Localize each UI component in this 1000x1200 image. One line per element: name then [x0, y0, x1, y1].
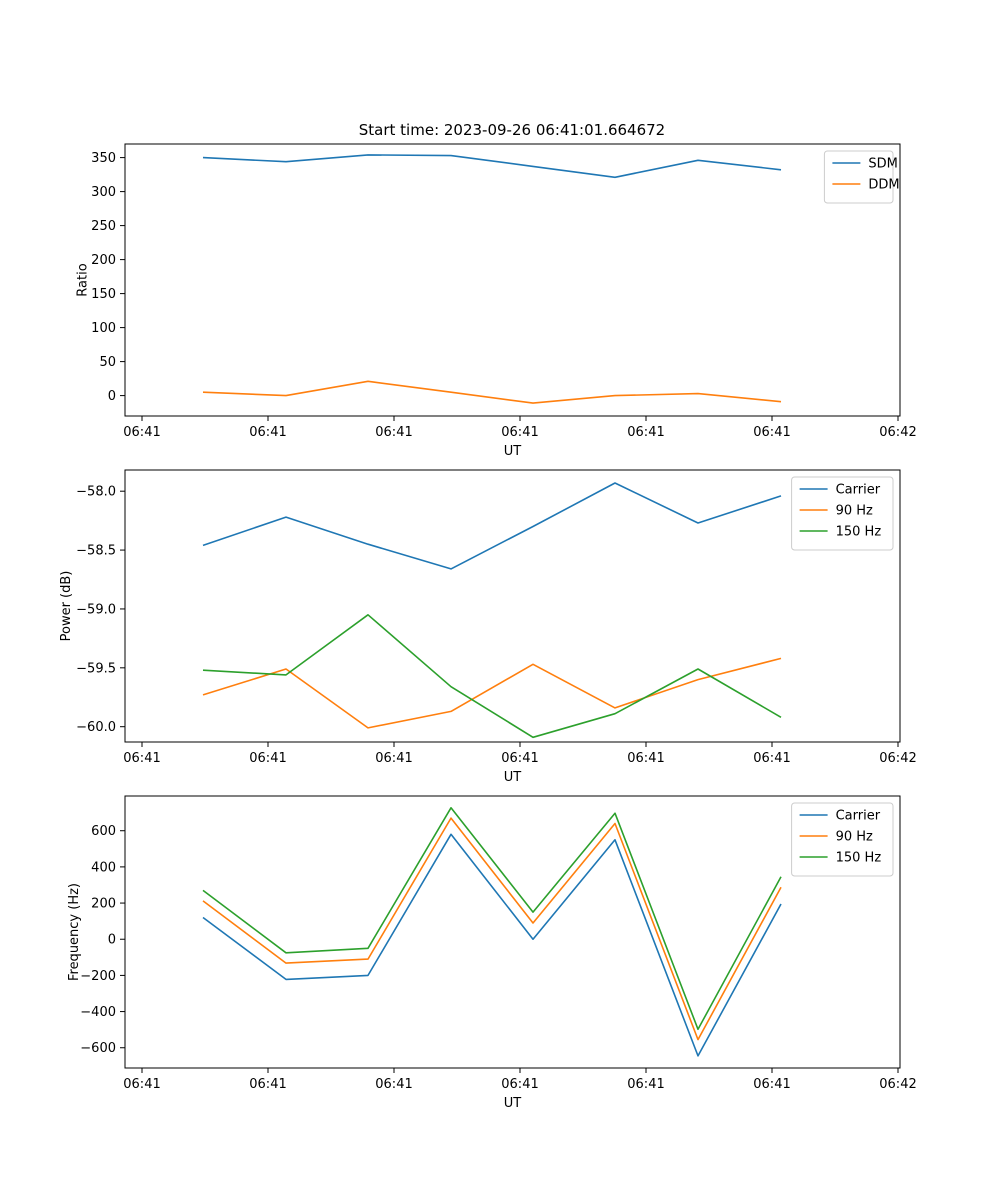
x-tick-label: 06:41: [501, 1077, 538, 1092]
series-line-150-hz: [202, 613, 782, 739]
x-tick-label: 06:41: [501, 425, 538, 440]
legend-entry: 150 Hz: [836, 851, 882, 866]
axes-frame: [124, 469, 901, 743]
y-tick-label: −58.0: [76, 485, 116, 500]
x-tick-label: 06:41: [627, 751, 664, 766]
y-tick-label: 50: [99, 355, 116, 370]
legend-entry: 150 Hz: [836, 525, 882, 540]
series-line-90-hz: [202, 817, 782, 1041]
x-tick-label: 06:41: [249, 751, 286, 766]
y-tick-label: 400: [91, 860, 116, 875]
legend-box: [823, 150, 894, 204]
x-axis-label: UT: [504, 770, 522, 785]
y-tick-label: −200: [80, 969, 116, 984]
y-tick-label: −59.0: [76, 602, 116, 617]
legend-entry: 90 Hz: [836, 830, 873, 845]
x-tick-label: 06:41: [627, 1077, 664, 1092]
x-tick-label: 06:42: [879, 1077, 916, 1092]
series-line-carrier: [202, 833, 782, 1057]
y-tick-label: 200: [91, 253, 116, 268]
x-tick-label: 06:41: [375, 1077, 412, 1092]
x-tick-label: 06:41: [501, 751, 538, 766]
y-tick-label: −60.0: [76, 720, 116, 735]
x-tick-label: 06:41: [249, 425, 286, 440]
x-tick-label: 06:41: [627, 425, 664, 440]
x-tick-label: 06:42: [879, 751, 916, 766]
axes-frame: [124, 795, 901, 1069]
x-tick-label: 06:41: [123, 425, 160, 440]
y-tick-label: 300: [91, 185, 116, 200]
legend-entry: DDM: [868, 178, 899, 193]
x-tick-label: 06:41: [123, 751, 160, 766]
y-tick-label: −59.5: [76, 661, 116, 676]
y-tick-label: 350: [91, 151, 116, 166]
series-line-90-hz: [202, 657, 782, 729]
series-line-ddm: [202, 380, 782, 404]
x-tick-label: 06:41: [249, 1077, 286, 1092]
axes-frame: [124, 143, 901, 417]
y-tick-label: −58.5: [76, 544, 116, 559]
y-tick-label: 150: [91, 287, 116, 302]
y-tick-label: 100: [91, 321, 116, 336]
y-axis-label: Power (dB): [59, 571, 74, 642]
y-tick-label: 0: [108, 389, 116, 404]
power-panel: 06:41 06:41 06:41 06:41 06:41 06:41 06:42 UT −60…: [59, 469, 917, 785]
legend-entry: Carrier: [836, 809, 881, 824]
x-tick-label: 06:42: [879, 425, 916, 440]
legend-entry: 90 Hz: [836, 504, 873, 519]
x-axis-label: UT: [504, 1096, 522, 1111]
series-line-sdm: [202, 154, 782, 179]
frequency-panel: 06:41 06:41 06:41 06:41 06:41 06:41 06:42 UT −60…: [67, 795, 917, 1111]
ratio-panel: 06:41 06:41 06:41 06:41 06:41 06:41 06:42 UT 0 50…: [75, 143, 917, 459]
series-line-carrier: [202, 482, 782, 570]
x-tick-label: 06:41: [753, 751, 790, 766]
series-line-150-hz: [202, 806, 782, 1031]
y-tick-label: −600: [80, 1041, 116, 1056]
x-axis-label: UT: [504, 444, 522, 459]
y-tick-label: 600: [91, 824, 116, 839]
y-tick-label: −400: [80, 1005, 116, 1020]
x-tick-label: 06:41: [375, 751, 412, 766]
y-tick-label: 0: [108, 933, 116, 948]
y-axis-label: Ratio: [75, 263, 90, 296]
legend-entry: SDM: [868, 157, 897, 172]
y-tick-label: 200: [91, 897, 116, 912]
x-tick-label: 06:41: [123, 1077, 160, 1092]
y-tick-label: 250: [91, 219, 116, 234]
figure-title: Start time: 2023-09-26 06:41:01.664672: [359, 121, 665, 139]
legend-entry: Carrier: [836, 483, 881, 498]
x-tick-label: 06:41: [753, 1077, 790, 1092]
x-tick-label: 06:41: [375, 425, 412, 440]
y-axis-label: Frequency (Hz): [67, 883, 82, 981]
x-tick-label: 06:41: [753, 425, 790, 440]
